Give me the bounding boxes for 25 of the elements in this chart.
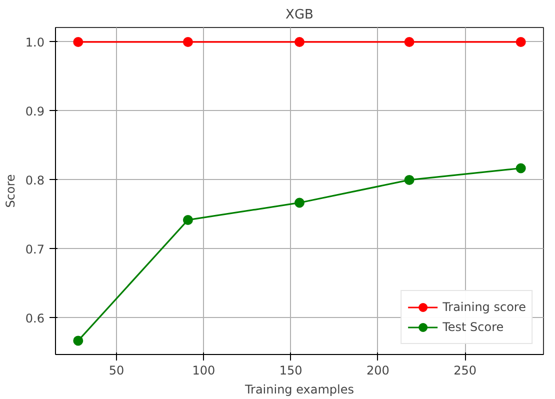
point [294, 198, 304, 208]
y-tick-label: 0.7 [25, 242, 45, 256]
x-tick-label: 150 [279, 364, 302, 378]
point [73, 36, 84, 47]
point [516, 163, 526, 174]
x-tick-label: 100 [192, 364, 216, 378]
x-tick-label: 250 [454, 364, 477, 378]
point [294, 36, 304, 47]
legend-label: Training score [442, 300, 526, 314]
point [404, 36, 414, 47]
y-tick-label: 1.0 [25, 35, 45, 50]
y-tick-label: 0.6 [25, 311, 45, 326]
x-axis-title: Training examples [244, 382, 354, 396]
x-tick-label: 200 [366, 364, 390, 378]
x-tick-label: 50 [108, 364, 124, 378]
y-axis-title: Score [3, 174, 18, 208]
y-tick-label: 0.8 [25, 173, 45, 188]
legend-label: Test Score [442, 320, 504, 334]
point [182, 36, 193, 47]
chart-title: XGB [286, 8, 314, 22]
y-tick-label: 0.9 [25, 104, 45, 118]
point [73, 336, 84, 346]
point [516, 36, 526, 47]
point [182, 214, 193, 225]
point [404, 174, 414, 185]
